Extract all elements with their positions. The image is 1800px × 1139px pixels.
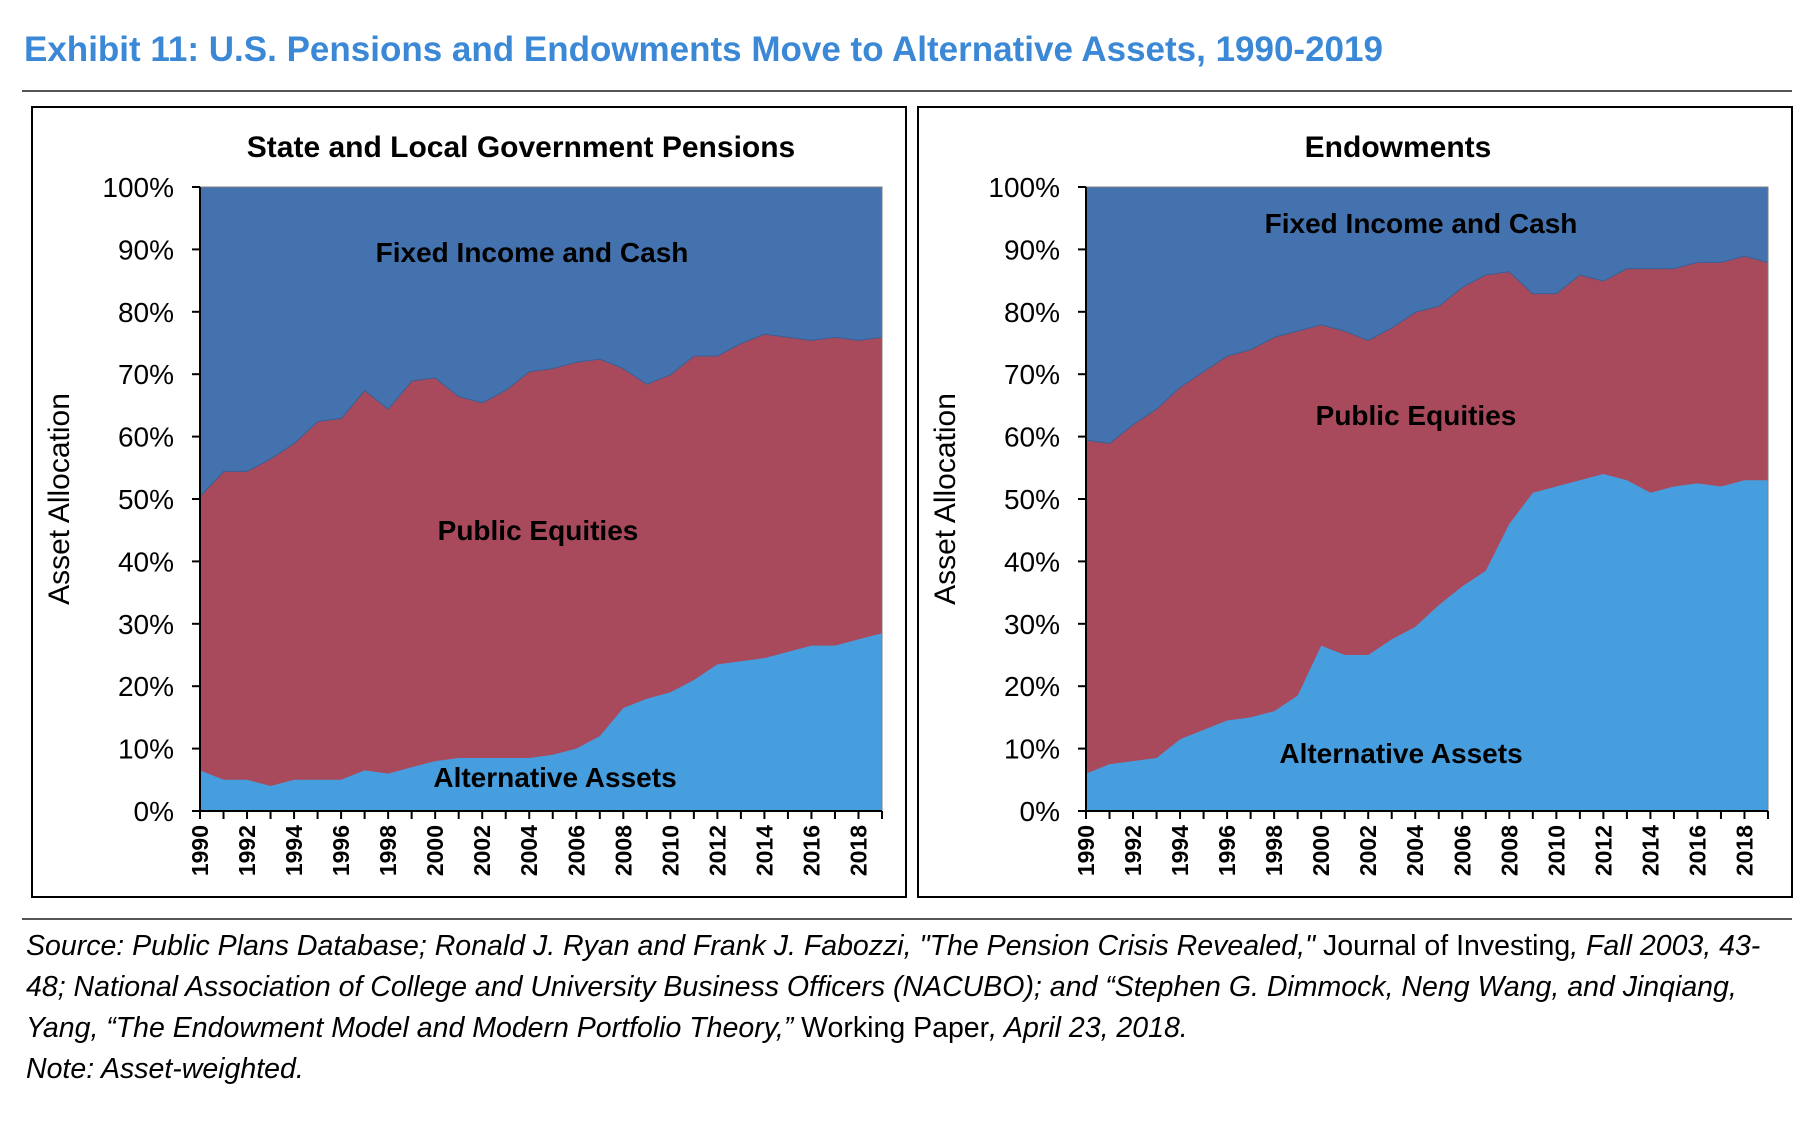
pensions-x-tick-label: 2010 [657, 825, 683, 876]
pensions-x-tick-label: 2012 [704, 825, 730, 876]
endowments-area-label-alternative-assets: Alternative Assets [1279, 738, 1522, 769]
pensions-x-tick-label: 2014 [751, 825, 777, 876]
endowments-x-tick-label: 2000 [1308, 825, 1334, 876]
pensions-area-equities [200, 333, 882, 786]
source-part-5: , April 23, 2018. [989, 1012, 1188, 1044]
pensions-y-axis-label: Asset Allocation [43, 393, 76, 605]
endowments-y-tick-label: 30% [1004, 609, 1060, 640]
pensions-x-tick-label: 1994 [281, 825, 307, 876]
pensions-y-tick-label: 10% [118, 734, 174, 765]
source-part-2: Journal of Investing [1323, 930, 1571, 962]
pensions-area-fixed-income [200, 187, 882, 496]
pensions-area-alternative [200, 633, 882, 811]
endowments-y-tick-label: 70% [1004, 359, 1060, 390]
endowments-x-tick-label: 2012 [1590, 825, 1616, 876]
pensions-y-tick-label: 70% [118, 359, 174, 390]
source-part-3: , Fall 2003, 43-48; National Association… [26, 930, 1761, 1044]
endowments-x-tick-label: 2010 [1543, 825, 1569, 876]
endowments-y-tick-label: 100% [988, 172, 1060, 203]
endowments-chart-title: Endowments [1305, 131, 1492, 164]
endowments-x-tick-label: 2004 [1402, 825, 1428, 876]
endowments-y-tick-label: 20% [1004, 671, 1060, 702]
pensions-area-label-public-equities: Public Equities [438, 515, 639, 546]
pensions-x-tick-label: 2016 [798, 825, 824, 876]
pensions-x-tick-label: 2004 [516, 825, 542, 876]
endowments-x-tick-label: 2006 [1449, 825, 1475, 876]
endowments-x-tick-label: 1996 [1214, 825, 1240, 876]
endowments-y-tick-label: 80% [1004, 297, 1060, 328]
note-text: Note: Asset-weighted. [26, 1053, 304, 1085]
endowments-y-tick-label: 10% [1004, 734, 1060, 765]
pensions-x-tick-label: 2002 [469, 825, 495, 876]
pensions-x-tick-label: 1992 [234, 825, 260, 876]
pensions-chart-title: State and Local Government Pensions [247, 131, 795, 164]
endowments-y-tick-label: 40% [1004, 546, 1060, 577]
pensions-y-tick-label: 0% [134, 796, 174, 827]
pensions-y-tick-label: 80% [118, 297, 174, 328]
pensions-y-tick-label: 60% [118, 422, 174, 453]
pensions-y-tick-label: 20% [118, 671, 174, 702]
endowments-x-tick-label: 1998 [1261, 825, 1287, 876]
pensions-x-tick-label: 2000 [422, 825, 448, 876]
source-note: Source: Public Plans Database; Ronald J.… [26, 926, 1786, 1090]
pensions-area-label-alternative-assets: Alternative Assets [433, 762, 676, 793]
source-part-1: Source: Public Plans Database; Ronald J.… [26, 930, 1324, 962]
pensions-x-tick-label: 1990 [187, 825, 213, 876]
endowments-y-tick-label: 0% [1020, 796, 1060, 827]
endowments-x-tick-label: 1994 [1167, 825, 1193, 876]
pensions-y-tick-label: 40% [118, 546, 174, 577]
pensions-y-tick-label: 30% [118, 609, 174, 640]
endowments-y-axis-label: Asset Allocation [929, 393, 962, 605]
endowments-x-tick-label: 2014 [1637, 825, 1663, 876]
endowments-area-label-public-equities: Public Equities [1316, 400, 1517, 431]
pensions-y-tick-label: 100% [102, 172, 174, 203]
endowments-chart: 0% 10% 20% 30% 40% 50% 60% 70% 80% 90% 100% 1990 199… [929, 131, 1769, 876]
endowments-area-alternative [1086, 474, 1768, 811]
pensions-y-tick-label: 50% [118, 484, 174, 515]
endowments-x-tick-label: 2008 [1496, 825, 1522, 876]
bottom-divider [22, 918, 1792, 920]
pensions-x-tick-label: 1996 [328, 825, 354, 876]
exhibit-title: Exhibit 11: U.S. Pensions and Endowments… [24, 30, 1383, 69]
pensions-x-tick-label: 2008 [610, 825, 636, 876]
pensions-y-tick-label: 90% [118, 234, 174, 265]
endowments-area-equities [1086, 255, 1768, 774]
endowments-area-label-fixed-income: Fixed Income and Cash [1265, 208, 1578, 239]
endowments-x-tick-label: 1990 [1073, 825, 1099, 876]
pensions-area-label-fixed-income: Fixed Income and Cash [376, 237, 689, 268]
source-part-4: Working Paper [801, 1012, 990, 1044]
endowments-x-tick-label: 2018 [1732, 825, 1758, 876]
endowments-x-tick-label: 1992 [1120, 825, 1146, 876]
source-text: Source: Public Plans Database; Ronald J.… [26, 926, 1786, 1049]
endowments-y-tick-label: 50% [1004, 484, 1060, 515]
pensions-x-tick-label: 1998 [375, 825, 401, 876]
endowments-x-tick-label: 2002 [1355, 825, 1381, 876]
endowments-y-tick-label: 60% [1004, 422, 1060, 453]
endowments-y-tick-label: 90% [1004, 234, 1060, 265]
pensions-x-tick-label: 2006 [563, 825, 589, 876]
top-divider [22, 90, 1792, 92]
endowments-x-tick-label: 2016 [1684, 825, 1710, 876]
endowments-area-fixed-income [1086, 187, 1768, 443]
pensions-x-tick-label: 2018 [846, 825, 872, 876]
pensions-chart: 0% 10% 20% 30% 40% 50% 60% 70% 80% 90% 100% 1990 199… [43, 131, 883, 876]
